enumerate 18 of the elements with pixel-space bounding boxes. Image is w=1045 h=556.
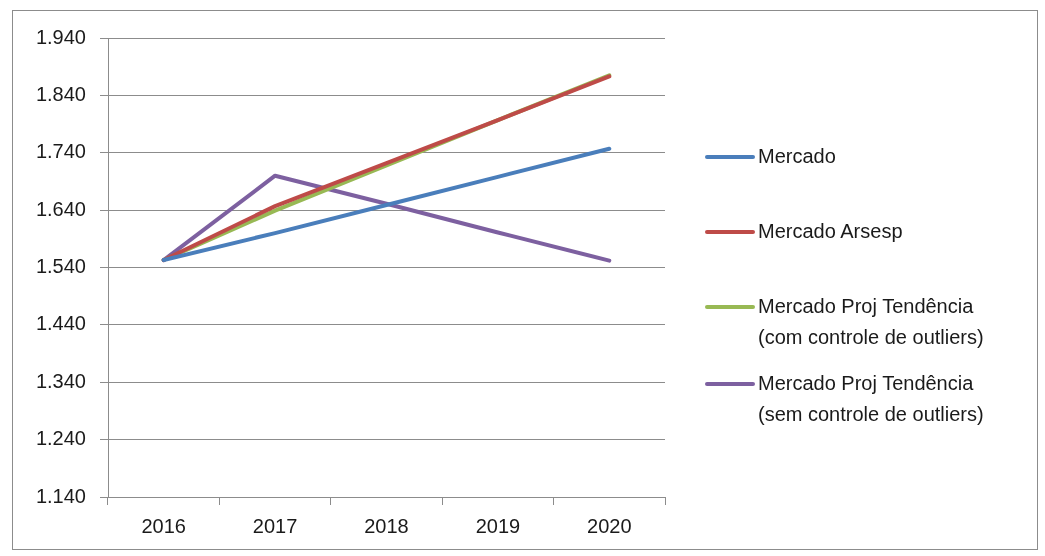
x-tick-label: 2018 bbox=[364, 514, 409, 537]
legend-label: Mercado Arsesp bbox=[758, 219, 904, 244]
x-tick-label: 2019 bbox=[475, 514, 521, 537]
y-tick-label: 1.340 bbox=[35, 369, 86, 392]
y-tick-label: 1.240 bbox=[35, 427, 86, 450]
x-tick-label: 2017 bbox=[252, 514, 298, 537]
y-tick-label: 1.540 bbox=[35, 255, 86, 278]
legend-label: Mercado bbox=[758, 144, 837, 169]
y-tick-label: 1.740 bbox=[35, 140, 86, 163]
y-tick-label: 1.840 bbox=[35, 82, 86, 105]
y-tick-label: 1.140 bbox=[35, 484, 86, 507]
y-tick-label: 1.940 bbox=[35, 25, 86, 48]
legend-label: Mercado Proj Tendência (com controle de outliers) bbox=[758, 294, 985, 350]
x-tick-label: 2020 bbox=[587, 514, 632, 537]
y-tick-label: 1.640 bbox=[35, 197, 86, 220]
x-tick-label: 2016 bbox=[141, 514, 186, 537]
y-tick-label: 1.440 bbox=[35, 312, 86, 335]
legend-label: Mercado Proj Tendência (sem controle de outliers) bbox=[758, 371, 985, 427]
